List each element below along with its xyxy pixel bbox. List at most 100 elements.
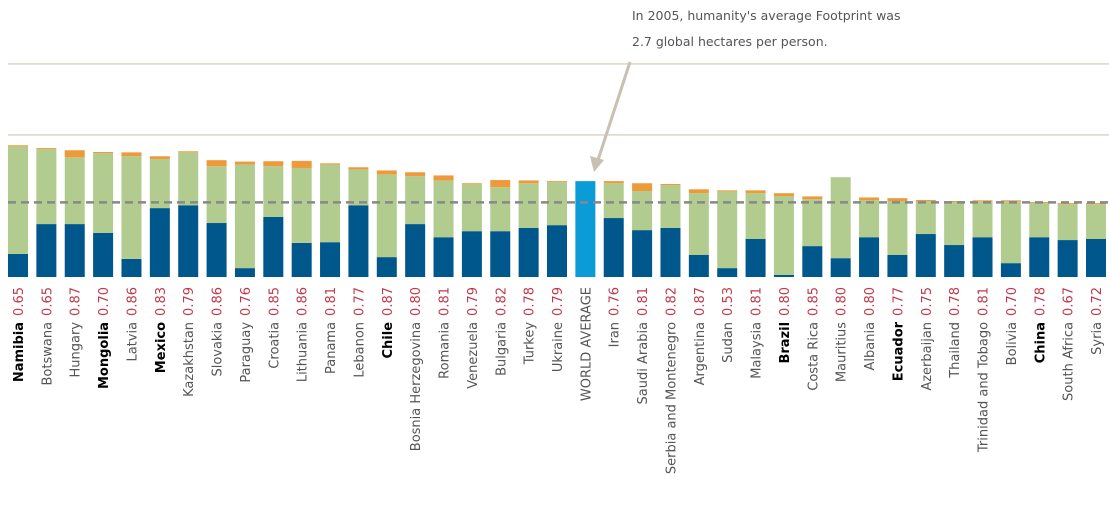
- bar-segment: [547, 225, 567, 277]
- country-name: Argentina: [693, 322, 708, 385]
- x-tick-label: Bosnia Herzegovina 0.80: [409, 287, 424, 451]
- x-tick-label: Mauritius 0.80: [835, 287, 850, 382]
- bar-segment: [206, 223, 227, 277]
- bar-segment: [915, 199, 936, 202]
- bar-segment: [178, 152, 199, 206]
- bar-segment: [376, 170, 397, 175]
- arrow-head: [590, 156, 604, 172]
- bar-segment: [944, 245, 965, 277]
- x-tick-label: Syria 0.72: [1090, 287, 1105, 355]
- bar-segment: [405, 172, 426, 177]
- bar-segment: [660, 183, 681, 186]
- country-name: Malaysia: [750, 322, 765, 379]
- x-tick-label: Serbia and Montenegro 0.82: [664, 287, 679, 474]
- x-tick-label: Sudan 0.53: [721, 287, 736, 363]
- bar-segment: [405, 224, 426, 277]
- hdi-label: 0.85: [267, 287, 282, 316]
- bar-segment: [64, 150, 85, 158]
- bar-segment: [320, 242, 341, 277]
- bar-segment: [1029, 203, 1050, 238]
- hdi-label: 0.79: [182, 287, 197, 316]
- bar-segment: [320, 163, 341, 165]
- bar-segment: [8, 146, 28, 254]
- country-name: China: [1033, 322, 1048, 363]
- bar-segment: [490, 180, 511, 188]
- bar-segment: [859, 237, 880, 277]
- x-tick-label: Romania 0.81: [438, 287, 453, 379]
- country-name: Latvia: [125, 322, 140, 362]
- country-name: Ukraine: [551, 322, 566, 372]
- hdi-label: 0.76: [608, 287, 623, 316]
- x-tick-label: Latvia 0.86: [125, 287, 140, 362]
- bar-segment: [8, 145, 28, 147]
- bar-segment: [944, 201, 965, 203]
- bar-segment: [291, 160, 312, 168]
- bar-segment: [121, 156, 142, 259]
- bar-segment: [348, 205, 369, 277]
- hdi-label: 0.78: [948, 287, 963, 316]
- bar-segment: [490, 231, 511, 277]
- hdi-label: 0.87: [381, 287, 396, 316]
- hdi-label: 0.65: [12, 287, 27, 316]
- bar-segment: [915, 201, 936, 235]
- bar-segment: [1086, 203, 1106, 205]
- x-tick-label: Malaysia 0.81: [750, 287, 765, 379]
- bar-segment: [972, 201, 993, 238]
- bar-segment: [263, 166, 284, 217]
- bar-segment: [745, 239, 766, 277]
- country-name: Mongolia: [97, 322, 112, 389]
- bar-segment: [461, 183, 482, 185]
- bar-segment: [1000, 201, 1021, 264]
- bar-segment: [320, 164, 341, 243]
- x-tick-label: Slovakia 0.86: [211, 287, 226, 377]
- hdi-label: 0.70: [97, 287, 112, 316]
- bar-segment: [1057, 204, 1078, 241]
- hdi-label: 0.77: [352, 287, 367, 316]
- hdi-label: 0.80: [778, 287, 793, 316]
- bar-segment: [1057, 240, 1078, 277]
- bar-segment: [632, 183, 653, 192]
- bar-segment: [64, 157, 85, 225]
- country-name: Paraguay: [239, 322, 254, 383]
- bar-segment: [93, 151, 114, 154]
- bar-segment: [717, 191, 738, 269]
- bar-segment: [461, 184, 482, 232]
- bar-segment: [376, 257, 397, 277]
- hdi-label: 0.81: [438, 287, 453, 316]
- bar-segment: [518, 183, 539, 228]
- bar-segment: [433, 180, 454, 238]
- bar-segment: [178, 151, 199, 153]
- bar-segment: [121, 258, 142, 277]
- hdi-label: 0.79: [466, 287, 481, 316]
- hdi-label: 0.53: [721, 287, 736, 316]
- bar-segment: [121, 152, 142, 157]
- hdi-label: 0.85: [806, 287, 821, 316]
- bar-segment: [149, 208, 170, 277]
- country-name: Romania: [438, 322, 453, 379]
- bar-segment: [348, 167, 369, 170]
- bar-segment: [944, 202, 965, 246]
- x-tick-label: Paraguay 0.76: [239, 287, 254, 383]
- bar-segment: [972, 200, 993, 202]
- hdi-label: 0.76: [239, 287, 254, 316]
- x-tick-label: Saudi Arabia 0.81: [636, 287, 651, 404]
- hdi-label: 0.78: [1033, 287, 1048, 316]
- bar-segment: [1086, 204, 1106, 240]
- bar-segment: [36, 148, 57, 150]
- country-name: Brazil: [778, 322, 793, 364]
- x-tick-label: Chile 0.87: [381, 287, 396, 358]
- bar-segment: [36, 224, 57, 277]
- country-name: Serbia and Montenegro: [664, 322, 679, 474]
- hdi-label: 0.81: [977, 287, 992, 316]
- bar-segment: [575, 181, 596, 277]
- x-tick-label: China 0.78: [1033, 287, 1048, 363]
- hdi-label: 0.79: [551, 287, 566, 316]
- bar-segment: [717, 190, 738, 192]
- bar-segment: [660, 227, 681, 277]
- x-tick-label: Albania 0.80: [863, 287, 878, 371]
- annotation: In 2005, humanity's average Footprint wa…: [632, 8, 900, 23]
- x-tick-label: WORLD AVERAGE: [579, 287, 594, 401]
- country-name: WORLD AVERAGE: [579, 287, 594, 401]
- bar-segment: [490, 187, 511, 232]
- bar-segment: [745, 190, 766, 194]
